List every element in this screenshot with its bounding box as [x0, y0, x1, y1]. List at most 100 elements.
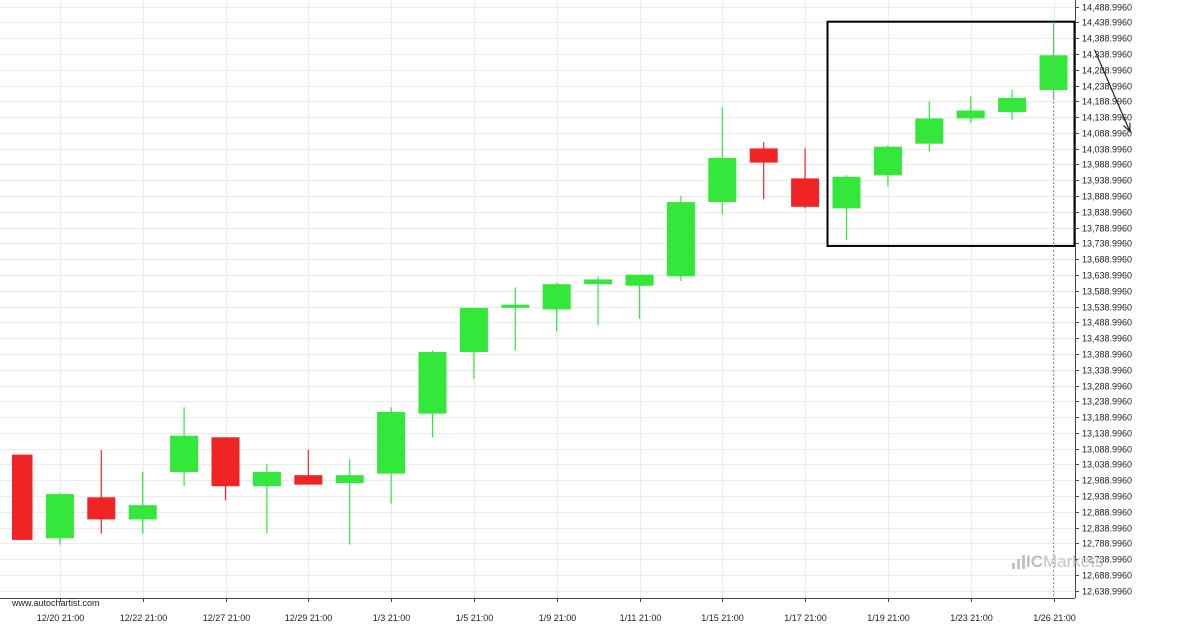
- y-tick-label: 13,188.9960: [1082, 413, 1132, 423]
- y-tick-label: 12,638.9960: [1082, 587, 1132, 597]
- candle-body: [418, 352, 447, 414]
- candle-down: [294, 449, 323, 485]
- candle-body: [666, 202, 695, 277]
- candle-body: [45, 494, 74, 539]
- pattern-box: [826, 20, 1076, 247]
- candle-body: [1039, 55, 1068, 90]
- candle-body: [625, 274, 654, 286]
- y-tick-label: 14,488.9960: [1082, 3, 1132, 13]
- x-tick-label: 12/22 21:00: [120, 613, 168, 623]
- y-tick-label: 12,888.9960: [1082, 508, 1132, 518]
- y-tick-label: 13,238.9960: [1082, 397, 1132, 407]
- y-tick-label: 13,088.9960: [1082, 445, 1132, 455]
- candle-up: [1039, 23, 1068, 100]
- candle-up: [459, 307, 488, 379]
- candle-up: [625, 274, 654, 319]
- candle-body: [335, 475, 364, 484]
- y-tick-label: 13,388.9960: [1082, 350, 1132, 360]
- candles: [12, 23, 1068, 545]
- y-tick-label: 14,438.9960: [1082, 18, 1132, 28]
- x-tick-label: 12/27 21:00: [203, 613, 251, 623]
- x-tick-label: 1/11 21:00: [620, 613, 662, 623]
- y-tick-label: 12,788.9960: [1082, 539, 1132, 549]
- y-tick-label: 13,938.9960: [1082, 176, 1132, 186]
- y-tick-label: 13,888.9960: [1082, 192, 1132, 202]
- y-tick-label: 13,838.9960: [1082, 208, 1132, 218]
- y-tick-label: 14,238.9960: [1082, 82, 1132, 92]
- candle-up: [335, 459, 364, 545]
- logo-bars-icon: [1012, 555, 1026, 569]
- candle-body: [956, 110, 985, 119]
- grid: [0, 0, 1075, 598]
- candle-body: [459, 307, 488, 353]
- candle-up: [873, 145, 902, 187]
- candle-up: [584, 276, 613, 326]
- y-tick-label: 13,738.9960: [1082, 239, 1132, 249]
- y-tick-label: 12,988.9960: [1082, 476, 1132, 486]
- x-tick-label: 1/5 21:00: [456, 613, 494, 623]
- watermark-name: Markets: [1043, 552, 1104, 571]
- candle-up: [501, 287, 530, 351]
- candle-body: [12, 454, 33, 540]
- candle-body: [377, 412, 406, 474]
- y-tick-label: 13,488.9960: [1082, 318, 1132, 328]
- candle-up: [542, 282, 571, 332]
- x-tick-label: 1/15 21:00: [701, 613, 744, 623]
- x-tick-label: 1/3 21:00: [373, 613, 411, 623]
- candle-down: [211, 437, 240, 501]
- candle-down: [87, 449, 116, 534]
- y-tick-label: 14,138.9960: [1082, 113, 1132, 123]
- candle-body: [832, 176, 861, 209]
- candle-up: [377, 407, 406, 504]
- x-tick-label: 12/29 21:00: [285, 613, 333, 623]
- y-tick-label: 13,538.9960: [1082, 303, 1132, 313]
- candle-up: [128, 472, 157, 534]
- candle-body: [708, 157, 737, 203]
- x-tick-label: 1/26 21:00: [1033, 613, 1076, 623]
- x-axis: 12/20 21:00 12/22 21:00 12/27 21:00 12/29 2…: [0, 598, 1076, 623]
- y-tick-label: 14,088.9960: [1082, 129, 1132, 139]
- y-tick-label: 13,788.9960: [1082, 224, 1132, 234]
- candle-body: [501, 304, 530, 308]
- y-tick-label: 13,138.9960: [1082, 429, 1132, 439]
- candle-body: [170, 435, 199, 473]
- candle-down: [12, 454, 33, 540]
- y-tick-label: 13,588.9960: [1082, 287, 1132, 297]
- y-tick-label: 14,288.9960: [1082, 66, 1132, 76]
- y-tick-label: 12,688.9960: [1082, 571, 1132, 581]
- x-tick-label: 1/17 21:00: [784, 613, 827, 623]
- y-axis: 14,488.9960 14,438.9960 14,388.9960 14,338.…: [1075, 0, 1132, 598]
- y-tick-label: 12,838.9960: [1082, 524, 1132, 534]
- candle-up: [252, 464, 281, 534]
- y-tick-label: 13,438.9960: [1082, 334, 1132, 344]
- candle-up: [915, 101, 944, 152]
- x-tick-label: 1/9 21:00: [539, 613, 577, 623]
- candle-body: [128, 505, 157, 520]
- watermark-prefix: IC: [1026, 552, 1043, 571]
- y-tick-label: 13,988.9960: [1082, 160, 1132, 170]
- candle-down: [791, 148, 820, 209]
- candle-up: [45, 492, 74, 545]
- y-tick-label: 14,338.9960: [1082, 50, 1132, 60]
- x-tick-label: 1/19 21:00: [867, 613, 910, 623]
- y-tick-label: 14,388.9960: [1082, 34, 1132, 44]
- candle-up: [832, 175, 861, 240]
- broker-watermark: ICMarkets: [1012, 552, 1103, 572]
- candle-up: [998, 89, 1027, 120]
- candle-body: [211, 437, 240, 487]
- candle-body: [791, 178, 820, 207]
- candle-body: [584, 279, 613, 285]
- y-tick-label: 13,038.9960: [1082, 460, 1132, 470]
- candle-up: [418, 350, 447, 438]
- y-tick-label: 13,338.9960: [1082, 366, 1132, 376]
- source-label: www.autochartist.com: [12, 598, 100, 608]
- candle-up: [170, 407, 199, 487]
- y-tick-label: 13,288.9960: [1082, 382, 1132, 392]
- forecast-arrow-icon: [1093, 49, 1131, 134]
- candle-up: [708, 107, 737, 215]
- candle-down: [749, 142, 778, 199]
- candle-up: [666, 195, 695, 282]
- candle-body: [87, 497, 116, 520]
